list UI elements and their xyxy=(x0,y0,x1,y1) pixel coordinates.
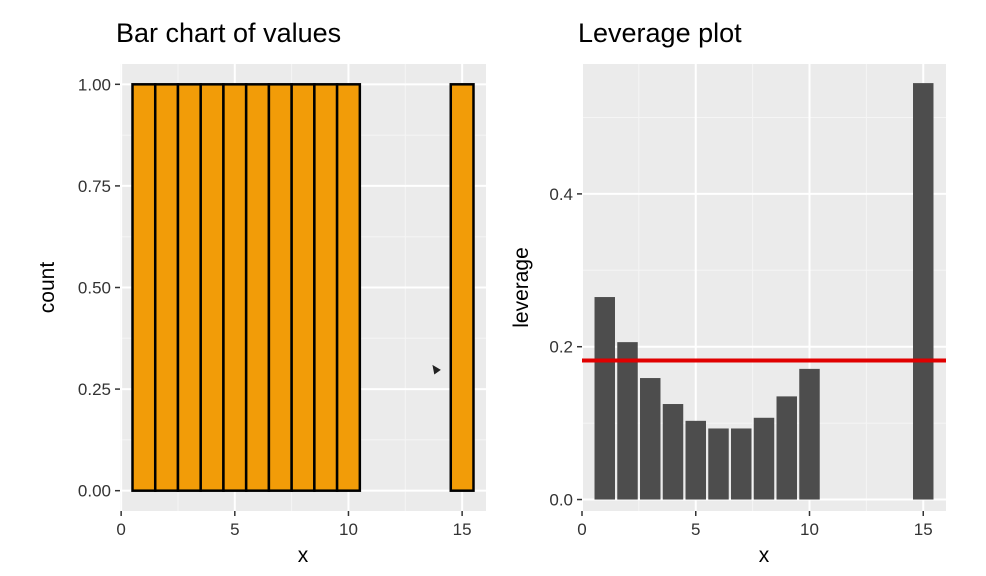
left-bar-x6 xyxy=(244,83,271,492)
left-y-tick-label: 1.00 xyxy=(78,75,111,94)
left-y-tick-label: 0.25 xyxy=(78,380,111,399)
left-x-tick-label: 15 xyxy=(453,520,472,539)
left-y-axis-title: count xyxy=(36,262,59,314)
right-bar-x4 xyxy=(662,404,684,500)
left-y-tick-label: 0.00 xyxy=(78,482,111,501)
left-chart: 0.00 0.25 0.50 0.75 1.00 0 5 10 15 x count xyxy=(36,64,486,567)
right-y-tick-label: 0.4 xyxy=(549,185,573,204)
right-x-tick-label: 10 xyxy=(800,520,819,539)
left-bar-x4 xyxy=(199,83,225,492)
right-y-tick-label: 0.2 xyxy=(549,338,573,357)
left-x-tick-label: 5 xyxy=(230,520,239,539)
right-x-axis-title: x xyxy=(759,544,770,567)
left-bar-x15 xyxy=(449,83,475,492)
right-bar-x5 xyxy=(685,420,706,500)
right-bar-x6 xyxy=(708,428,729,500)
left-bar-x5 xyxy=(222,83,248,492)
left-bar-x3 xyxy=(176,83,202,492)
left-bar-x9 xyxy=(313,83,339,492)
left-x-tick-label: 0 xyxy=(116,520,125,539)
right-x-tick-label: 0 xyxy=(577,520,586,539)
right-chart: 0.0 0.2 0.4 0 5 10 15 x leverage xyxy=(510,64,946,567)
right-x-tick-label: 15 xyxy=(914,520,933,539)
left-bar-x8 xyxy=(290,83,316,492)
right-bar-x3 xyxy=(640,378,661,500)
right-bar-x8 xyxy=(753,417,775,500)
right-bar-x9 xyxy=(776,396,797,500)
left-bar-x10 xyxy=(335,83,362,492)
right-y-tick-label: 0.0 xyxy=(549,491,573,510)
left-y-tick-label: 0.75 xyxy=(78,177,111,196)
right-bar-x1 xyxy=(594,297,615,500)
left-bar-x7 xyxy=(267,83,293,492)
left-x-axis-title: x xyxy=(298,544,309,567)
right-chart-title: Leverage plot xyxy=(578,18,742,48)
right-x-tick-label: 5 xyxy=(691,520,700,539)
right-bar-x15 xyxy=(913,83,934,500)
left-x-tick-label: 10 xyxy=(339,520,358,539)
right-bar-x7 xyxy=(731,428,752,500)
left-bar-x1 xyxy=(131,83,157,492)
left-chart-title: Bar chart of values xyxy=(116,18,342,48)
right-bar-x10 xyxy=(799,368,820,500)
right-bar-x2 xyxy=(617,342,638,500)
left-y-tick-label: 0.50 xyxy=(78,279,111,298)
right-y-axis-title: leverage xyxy=(510,247,533,328)
left-bar-x2 xyxy=(153,83,180,492)
